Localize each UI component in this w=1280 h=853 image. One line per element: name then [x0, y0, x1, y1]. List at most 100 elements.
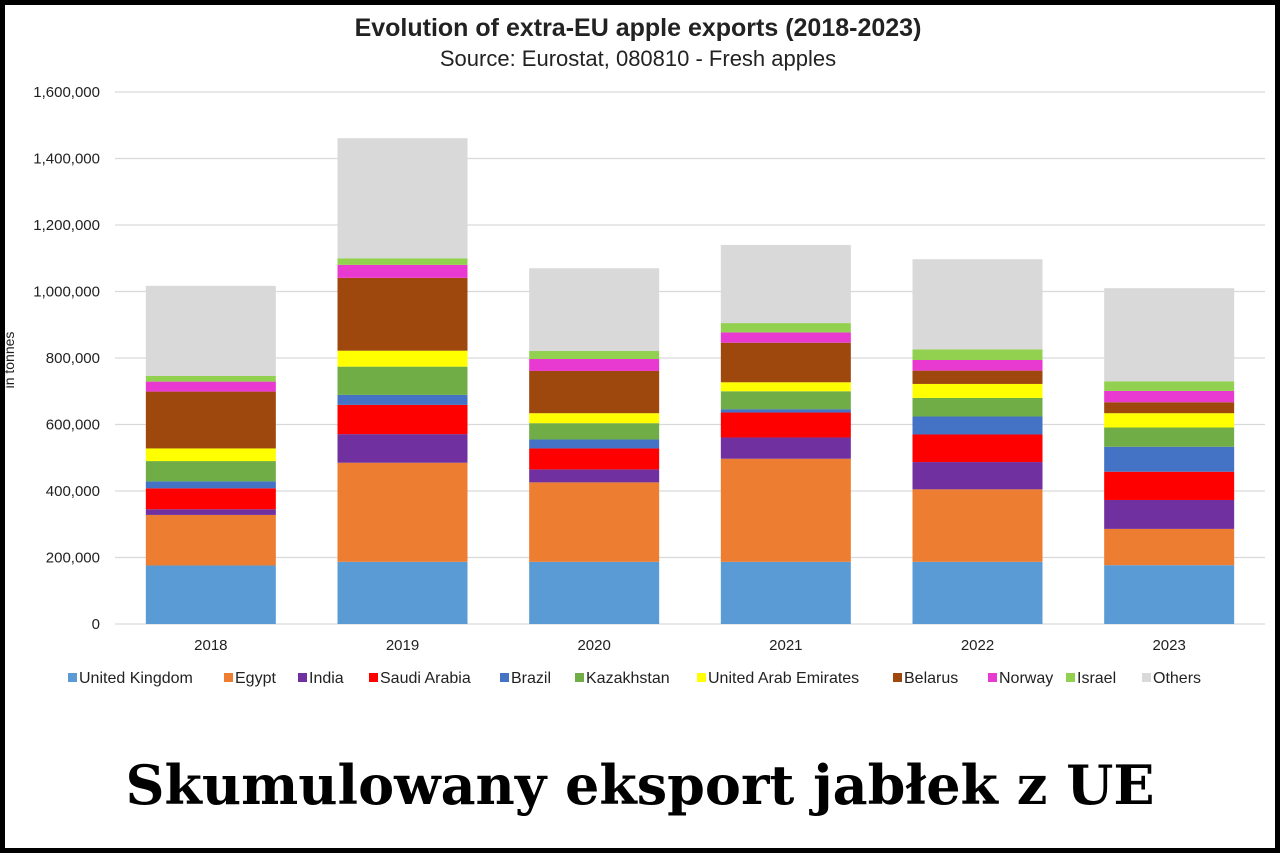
bar-segment-others: [529, 268, 660, 352]
bar-segment-kazakhstan: [529, 423, 660, 440]
legend-label: Belarus: [904, 670, 958, 687]
bar-segment-india: [529, 469, 660, 483]
bar-2023: [1104, 288, 1235, 624]
bar-2018: [145, 285, 276, 624]
bar-segment-others: [720, 244, 851, 324]
legend-swatch: [893, 673, 902, 682]
bar-segment-israel: [529, 351, 660, 359]
bar-segment-saudi-arabia: [145, 488, 276, 510]
bar-segment-saudi-arabia: [337, 404, 468, 435]
bar-segment-united-arab-emirates: [337, 350, 468, 367]
legend-label: Egypt: [235, 670, 276, 687]
legend-swatch: [369, 673, 378, 682]
legend-swatch: [68, 673, 77, 682]
bar-segment-brazil: [337, 394, 468, 405]
bar-segment-united-kingdom: [145, 565, 276, 624]
legend-item: Israel: [1066, 670, 1116, 687]
legend-label: Norway: [999, 670, 1053, 687]
bar-segment-brazil: [529, 439, 660, 449]
legend-label: India: [309, 670, 344, 687]
legend-swatch: [697, 673, 706, 682]
bar-2019: [337, 138, 468, 624]
legend-item: Others: [1142, 670, 1201, 687]
bar-segment-brazil: [912, 416, 1043, 435]
bar-segment-kazakhstan: [145, 461, 276, 482]
legend-swatch: [1142, 673, 1151, 682]
bar-segment-united-arab-emirates: [145, 448, 276, 462]
legend-swatch: [575, 673, 584, 682]
bar-2022: [912, 259, 1043, 624]
bar-segment-egypt: [145, 514, 276, 566]
chart-subtitle: Source: Eurostat, 080810 - Fresh apples: [440, 46, 836, 71]
legend-swatch: [224, 673, 233, 682]
bar-segment-belarus: [912, 370, 1043, 384]
bar-segment-egypt: [337, 462, 468, 562]
bar-segment-india: [720, 437, 851, 459]
legend-item: India: [298, 670, 344, 687]
bar-segment-saudi-arabia: [529, 448, 660, 470]
legend-label: United Kingdom: [79, 670, 193, 687]
bar-segment-saudi-arabia: [912, 434, 1043, 463]
bar-segment-belarus: [337, 277, 468, 351]
bar-segment-israel: [145, 375, 276, 382]
bar-segment-united-arab-emirates: [720, 382, 851, 392]
bar-segment-belarus: [1104, 402, 1235, 414]
y-tick-label: 600,000: [46, 417, 100, 434]
legend-label: Brazil: [511, 670, 551, 687]
bar-segment-india: [337, 434, 468, 463]
chart-title: Evolution of extra-EU apple exports (201…: [355, 14, 922, 42]
legend-swatch: [1066, 673, 1075, 682]
y-tick-label: 0: [92, 616, 100, 633]
legend-label: Others: [1153, 670, 1201, 687]
legend-item: Norway: [988, 670, 1053, 687]
legend-item: Belarus: [893, 670, 958, 687]
bar-segment-united-arab-emirates: [912, 383, 1043, 398]
bar-segment-egypt: [529, 482, 660, 562]
bar-segment-belarus: [145, 391, 276, 449]
legend-item: United Arab Emirates: [697, 670, 859, 687]
legend-item: Saudi Arabia: [369, 670, 471, 687]
bar-segment-norway: [529, 358, 660, 371]
bar-segment-norway: [337, 264, 468, 278]
legend-label: Kazakhstan: [586, 670, 670, 687]
bar-segment-norway: [145, 381, 276, 392]
legend-label: Israel: [1077, 670, 1116, 687]
bar-segment-united-kingdom: [912, 561, 1043, 624]
bar-segment-united-arab-emirates: [1104, 413, 1235, 428]
bar-segment-brazil: [720, 409, 851, 413]
legend-item: Brazil: [500, 670, 551, 687]
legend-item: United Kingdom: [68, 670, 193, 687]
bar-2020: [529, 268, 660, 624]
y-tick-label: 1,600,000: [33, 84, 100, 101]
bar-segment-norway: [720, 332, 851, 343]
legend-swatch: [988, 673, 997, 682]
bar-segment-united-kingdom: [1104, 565, 1235, 624]
legend-item: Kazakhstan: [575, 670, 670, 687]
x-tick-label: 2022: [961, 637, 994, 654]
x-tick-label: 2021: [769, 637, 802, 654]
bar-segment-india: [912, 462, 1043, 490]
y-tick-label: 1,000,000: [33, 284, 100, 301]
x-tick-label: 2018: [194, 637, 227, 654]
bar-segment-united-kingdom: [529, 561, 660, 624]
bar-segment-saudi-arabia: [720, 412, 851, 438]
bar-segment-kazakhstan: [337, 366, 468, 395]
bar-segment-belarus: [529, 370, 660, 414]
bar-segment-india: [145, 509, 276, 515]
x-tick-label: 2019: [386, 637, 419, 654]
bar-segment-egypt: [1104, 528, 1235, 566]
chart-image: Evolution of extra-EU apple exports (201…: [5, 5, 1275, 848]
bar-segment-brazil: [145, 481, 276, 489]
bar-segment-israel: [337, 258, 468, 265]
bar-segment-kazakhstan: [720, 391, 851, 410]
bar-segment-others: [912, 259, 1043, 350]
bar-segment-kazakhstan: [1104, 427, 1235, 447]
bar-segment-united-kingdom: [337, 561, 468, 624]
y-axis-label: in tonnes: [5, 332, 17, 389]
legend-item: Egypt: [224, 670, 276, 687]
bar-2021: [720, 244, 851, 624]
bar-segment-egypt: [912, 489, 1043, 562]
legend-label: Saudi Arabia: [380, 670, 471, 687]
y-tick-label: 1,200,000: [33, 217, 100, 234]
caption: Skumulowany eksport jabłek z UE: [125, 753, 1155, 817]
